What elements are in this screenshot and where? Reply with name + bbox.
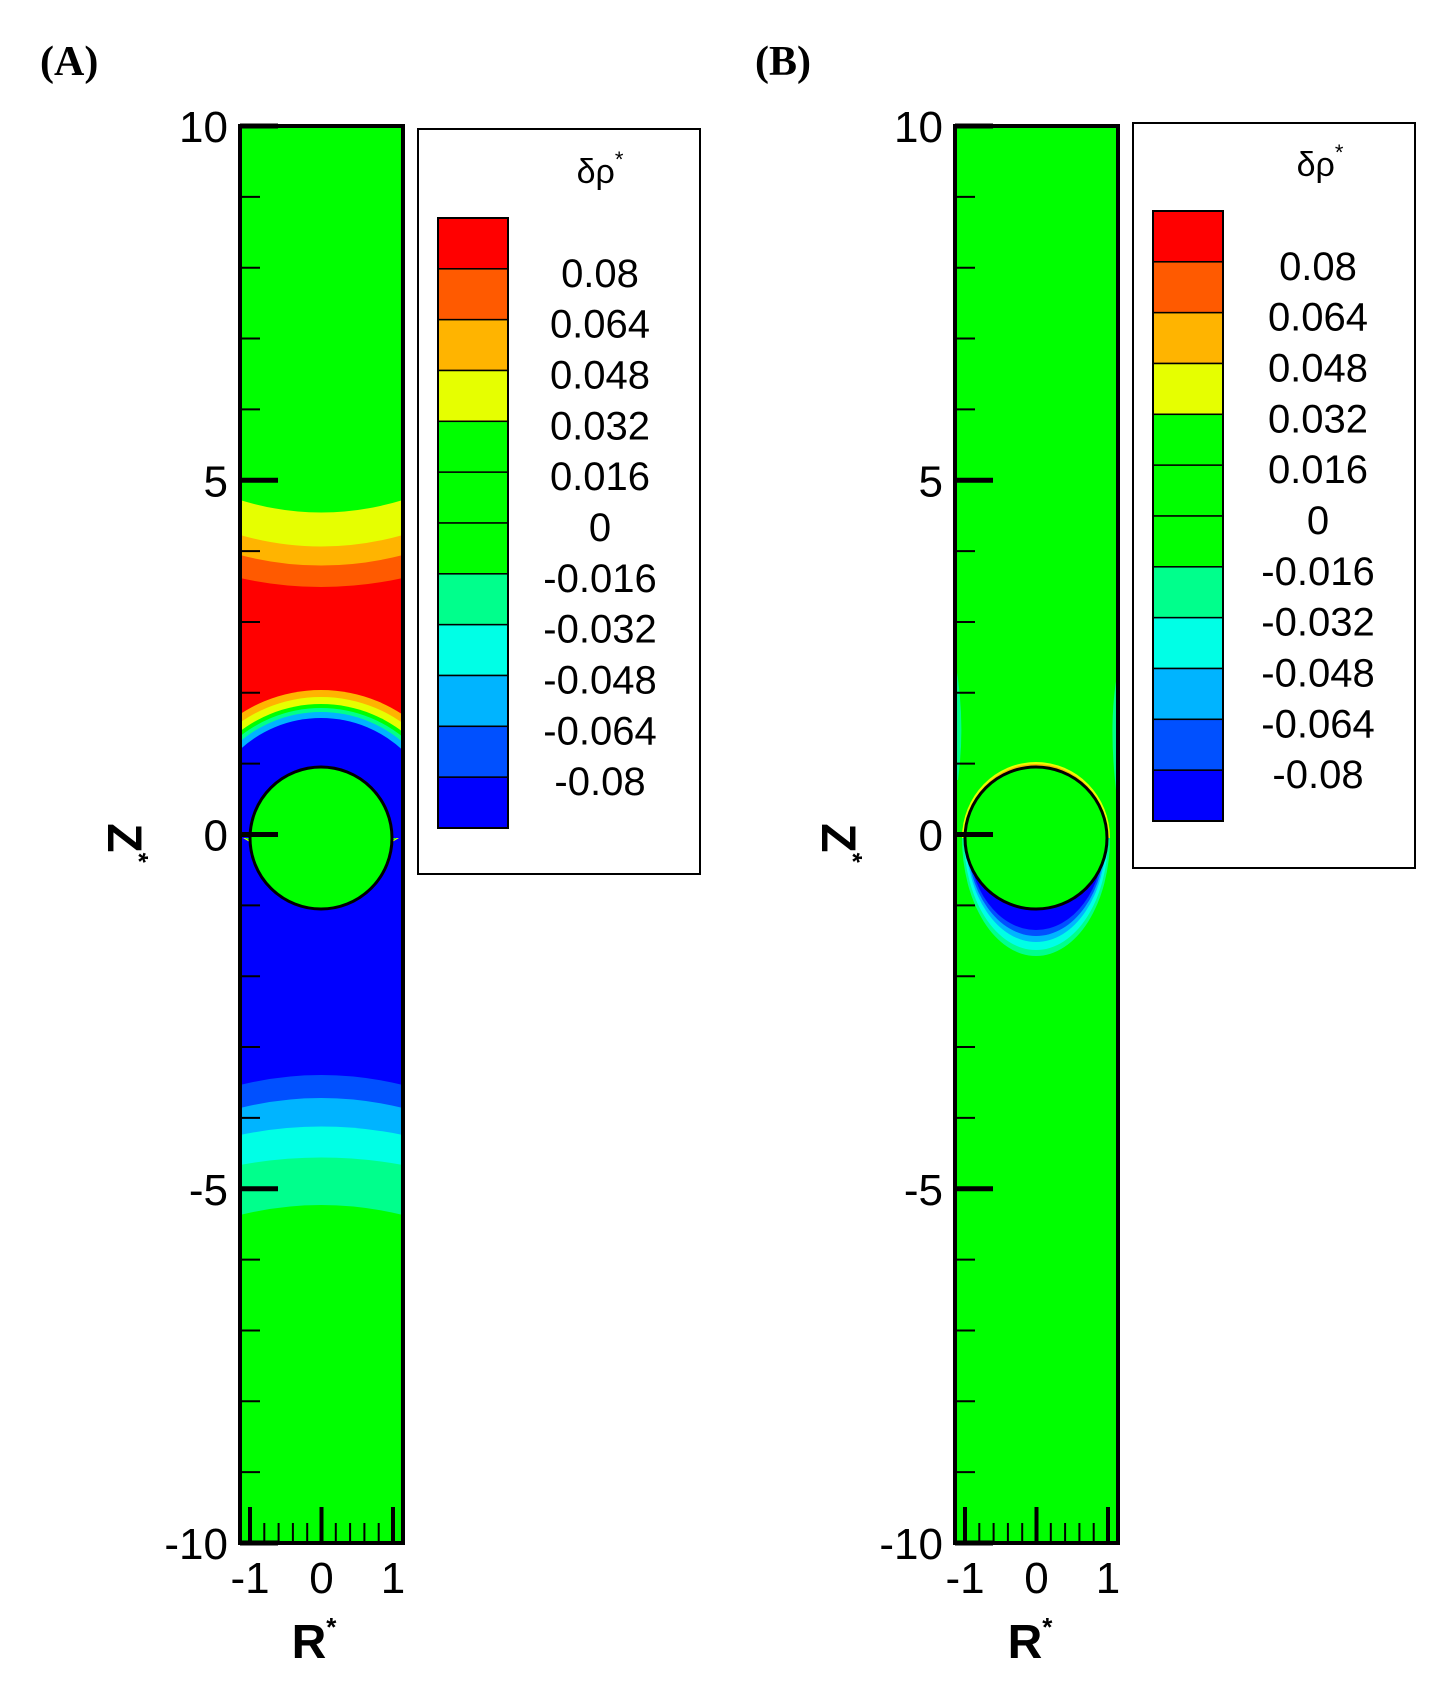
legend-swatch (1153, 770, 1223, 821)
x-tick-label: -1 (230, 1554, 269, 1603)
panel-b-label: (B) (755, 39, 811, 85)
y-tick-label: 5 (204, 457, 228, 506)
y-tick-label: 0 (919, 812, 943, 861)
legend-level-label: 0.064 (1268, 296, 1368, 340)
y-tick-label: -5 (189, 1166, 228, 1215)
x-tick-label: 1 (381, 1554, 405, 1603)
legend-swatch (1153, 516, 1223, 567)
legend-level-label: -0.032 (1261, 601, 1374, 645)
legend-swatch (438, 523, 508, 574)
legend-level-label: -0.016 (543, 557, 656, 601)
legend-swatch (438, 218, 508, 269)
sphere-b (965, 767, 1107, 909)
legend-swatch (438, 371, 508, 422)
legend-swatch (1153, 719, 1223, 770)
y-tick-label: -10 (879, 1520, 943, 1569)
legend-swatch (1153, 364, 1223, 415)
legend-swatch (1153, 465, 1223, 516)
x-tick-label: -1 (945, 1554, 984, 1603)
legend-level-label: 0 (1307, 499, 1329, 543)
y-axis-label-b: Z* (811, 823, 868, 863)
y-tick-label: -5 (904, 1166, 943, 1215)
legend-swatch (1153, 211, 1223, 262)
x-axis-label-a: R* (292, 1612, 338, 1669)
legend-level-label: -0.032 (543, 608, 656, 652)
legend-swatch (438, 625, 508, 676)
legend-level-label: -0.08 (1272, 753, 1363, 797)
y-tick-label: -10 (164, 1520, 228, 1569)
y-tick-label: 0 (204, 812, 228, 861)
legend-level-label: 0.032 (1268, 397, 1368, 441)
panel-a: (A) (40, 39, 700, 1669)
x-axis-label-b: R* (1008, 1612, 1054, 1669)
legend-swatch (438, 472, 508, 523)
legend-swatch (438, 421, 508, 472)
y-axis-label-a: Z* (97, 823, 154, 863)
legend-swatch (438, 726, 508, 777)
legend-swatch (438, 574, 508, 625)
legend-level-label: 0.032 (550, 404, 650, 448)
legend-level-label: -0.016 (1261, 550, 1374, 594)
y-tick-label: 5 (919, 457, 943, 506)
legend-level-label: -0.08 (554, 760, 645, 804)
x-tick-label: 0 (309, 1554, 333, 1603)
legend-swatch (438, 320, 508, 371)
legend-level-label: 0.016 (550, 455, 650, 499)
x-tick-label: 0 (1024, 1554, 1048, 1603)
legend-swatch (438, 269, 508, 320)
legend-swatch (1153, 262, 1223, 313)
legend-b: δρ* 0.080.0640.0480.0320.0160-0.016-0.03… (1133, 123, 1415, 868)
x-tick-label: 1 (1096, 1554, 1120, 1603)
legend-swatch (1153, 669, 1223, 720)
legend-level-label: 0.08 (1279, 245, 1357, 289)
y-tick-label: 10 (894, 103, 943, 152)
panel-a-label: (A) (40, 39, 98, 85)
legend-swatch (438, 676, 508, 727)
legend-level-label: 0 (589, 506, 611, 550)
legend-level-label: 0.08 (561, 252, 639, 296)
legend-swatch (1153, 313, 1223, 364)
legend-swatch (1153, 618, 1223, 669)
legend-level-label: -0.064 (1261, 702, 1374, 746)
legend-swatch (1153, 414, 1223, 465)
legend-swatch (438, 777, 508, 828)
legend-level-label: -0.064 (543, 709, 656, 753)
legend-a: δρ* 0.080.0640.0480.0320.0160-0.016-0.03… (418, 129, 700, 874)
legend-level-label: 0.016 (1268, 448, 1368, 492)
y-tick-label: 10 (179, 103, 228, 152)
legend-level-label: 0.048 (550, 354, 650, 398)
legend-level-label: -0.048 (1261, 652, 1374, 696)
legend-swatch (1153, 567, 1223, 618)
legend-level-label: 0.048 (1268, 347, 1368, 391)
legend-level-label: 0.064 (550, 303, 650, 347)
sphere-a (250, 767, 392, 909)
legend-level-label: -0.048 (543, 659, 656, 703)
